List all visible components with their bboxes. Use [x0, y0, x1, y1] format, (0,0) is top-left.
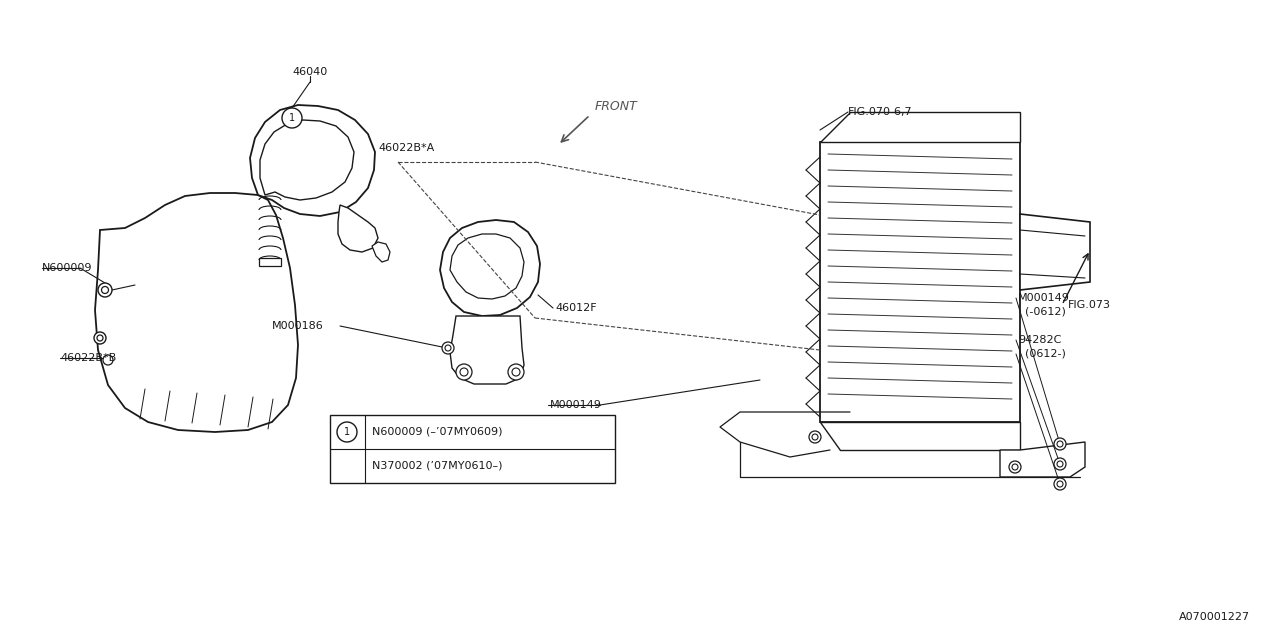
Circle shape: [445, 345, 451, 351]
Circle shape: [1053, 438, 1066, 450]
Text: M000149: M000149: [1018, 293, 1070, 303]
Text: 1: 1: [344, 427, 349, 437]
Text: 46022B*A: 46022B*A: [378, 143, 434, 153]
Polygon shape: [260, 120, 355, 200]
Circle shape: [812, 434, 818, 440]
Text: (-0612): (-0612): [1025, 307, 1066, 317]
Text: 46012F: 46012F: [556, 303, 596, 313]
Text: FIG.073: FIG.073: [1068, 300, 1111, 310]
Bar: [330, 415, 614, 483]
Circle shape: [101, 287, 109, 294]
Text: A070001227: A070001227: [1179, 612, 1251, 622]
Circle shape: [282, 108, 302, 128]
Circle shape: [1009, 461, 1021, 473]
Polygon shape: [1000, 442, 1085, 477]
Circle shape: [456, 364, 472, 380]
Text: N600009 (–’07MY0609): N600009 (–’07MY0609): [372, 427, 503, 437]
Text: (0612-): (0612-): [1025, 349, 1066, 359]
Circle shape: [1057, 481, 1062, 487]
Polygon shape: [250, 105, 375, 216]
Circle shape: [102, 355, 113, 365]
Circle shape: [97, 335, 102, 341]
Polygon shape: [820, 422, 1020, 450]
Circle shape: [460, 368, 468, 376]
Circle shape: [508, 364, 524, 380]
Polygon shape: [440, 220, 540, 316]
Polygon shape: [372, 242, 390, 262]
Circle shape: [442, 342, 454, 354]
Text: 46040: 46040: [292, 67, 328, 77]
Circle shape: [809, 431, 820, 443]
Circle shape: [1053, 458, 1066, 470]
Text: N370002 (’07MY0610–): N370002 (’07MY0610–): [372, 461, 503, 471]
Polygon shape: [1020, 214, 1091, 290]
Circle shape: [93, 332, 106, 344]
Text: 1: 1: [289, 113, 296, 123]
Polygon shape: [338, 205, 378, 252]
Text: FRONT: FRONT: [595, 100, 637, 113]
Circle shape: [1057, 461, 1062, 467]
Circle shape: [99, 283, 113, 297]
Text: M000186: M000186: [273, 321, 324, 331]
Bar: [259, 258, 282, 266]
Circle shape: [1012, 464, 1018, 470]
Text: FIG.070-6,7: FIG.070-6,7: [849, 107, 913, 117]
Polygon shape: [451, 234, 524, 299]
Text: 46022B*B: 46022B*B: [60, 353, 116, 363]
Text: M000149: M000149: [550, 400, 602, 410]
Circle shape: [512, 368, 520, 376]
Bar: [820, 142, 1020, 422]
Polygon shape: [451, 316, 524, 384]
Text: 94282C: 94282C: [1018, 335, 1061, 345]
Circle shape: [1057, 441, 1062, 447]
Polygon shape: [820, 112, 1020, 142]
Text: N600009: N600009: [42, 263, 92, 273]
Circle shape: [337, 422, 357, 442]
Polygon shape: [95, 193, 298, 432]
Circle shape: [1053, 478, 1066, 490]
